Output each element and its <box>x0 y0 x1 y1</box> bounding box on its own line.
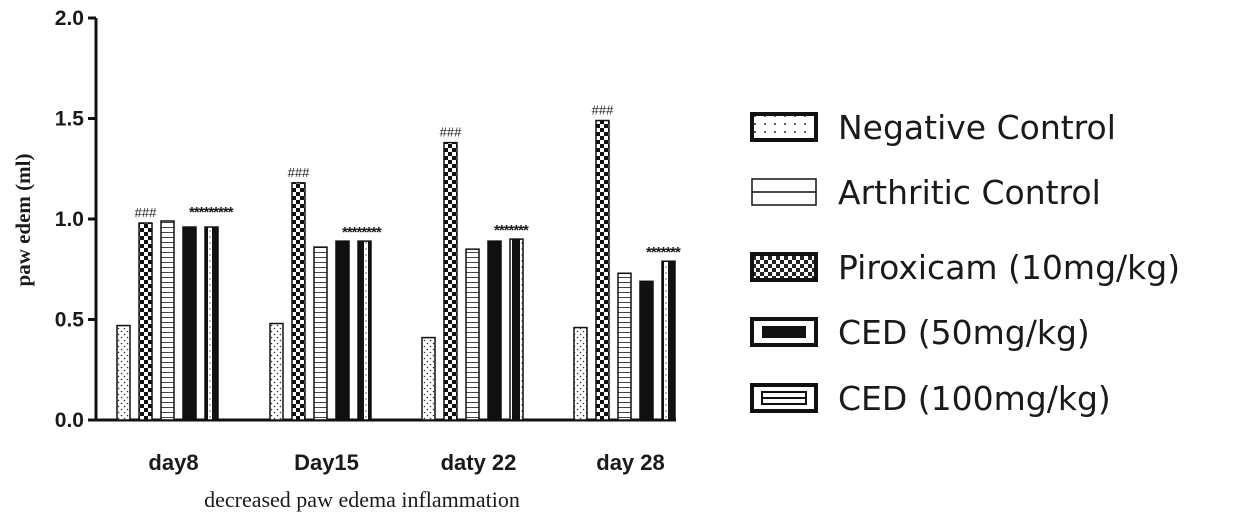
star-annotation: ********* <box>189 204 234 221</box>
x-tick-label: day8 <box>148 450 198 475</box>
y-tick-label: 0.0 <box>55 409 84 432</box>
legend-label: Piroxicam (10mg/kg) <box>838 248 1180 287</box>
bars: day8 Day15 daty 22 day 28 <box>116 119 676 475</box>
bar-3-3 <box>465 248 480 421</box>
bar-1-3 <box>421 336 436 421</box>
bar-2-3 <box>443 141 458 421</box>
bar-4-4 <box>639 280 654 421</box>
legend-item: Negative Control <box>750 108 1116 147</box>
bar-1-1 <box>116 324 131 421</box>
significance-annotations: ### ********* ### ******** ### ******* ### ****… <box>135 103 682 262</box>
legend-label: CED (50mg/kg) <box>838 313 1090 352</box>
bar-4-1 <box>182 226 197 421</box>
x-tick-label: day 28 <box>596 450 665 475</box>
bar-5-2 <box>357 240 372 421</box>
legend-item: Piroxicam (10mg/kg) <box>750 248 1180 287</box>
y-tick-label: 1.5 <box>55 108 85 131</box>
legend-label: CED (100mg/kg) <box>838 379 1111 418</box>
legend: Negative Control Arthritic Control Piroxic… <box>750 108 1180 418</box>
star-annotation: ******** <box>342 224 382 241</box>
bar-4-3 <box>487 240 502 421</box>
legend-swatch <box>750 317 818 347</box>
x-axis-label: decreased paw edema inflammation <box>204 487 520 512</box>
x-tick-label: daty 22 <box>441 450 517 475</box>
hash-annotation: ### <box>592 103 614 118</box>
legend-item: Arthritic Control <box>751 173 1101 212</box>
bar-2-2 <box>291 182 306 421</box>
legend-swatch <box>750 112 818 142</box>
hash-annotation: ### <box>288 165 310 180</box>
bar-2-4 <box>595 119 610 421</box>
hash-annotation: ### <box>135 205 157 220</box>
star-annotation: ******* <box>646 244 681 261</box>
y-tick-label: 1.0 <box>55 208 84 231</box>
bar-5-4 <box>661 260 676 421</box>
bar-5-3 <box>509 238 524 421</box>
legend-label: Negative Control <box>838 108 1116 147</box>
bar-3-1 <box>160 220 175 421</box>
bar-1-4 <box>573 326 588 421</box>
y-tick-label: 0.5 <box>55 309 85 332</box>
bar-1-2 <box>269 322 284 421</box>
legend-swatch <box>750 252 818 282</box>
x-tick-label: Day15 <box>294 450 359 475</box>
legend-swatch-inner <box>762 326 806 338</box>
star-annotation: ******* <box>494 222 529 239</box>
legend-label: Arthritic Control <box>838 173 1101 212</box>
bar-5-1 <box>204 226 219 421</box>
bar-3-2 <box>313 246 328 421</box>
legend-item: CED (50mg/kg) <box>750 313 1090 352</box>
y-axis-label: paw edem (ml) <box>11 154 35 287</box>
y-tick-label: 2.0 <box>55 7 84 30</box>
hash-annotation: ### <box>440 125 462 140</box>
legend-item: CED (100mg/kg) <box>750 379 1111 418</box>
bar-4-2 <box>335 240 350 421</box>
bar-2-1 <box>138 222 153 421</box>
bar-3-4 <box>617 272 632 421</box>
